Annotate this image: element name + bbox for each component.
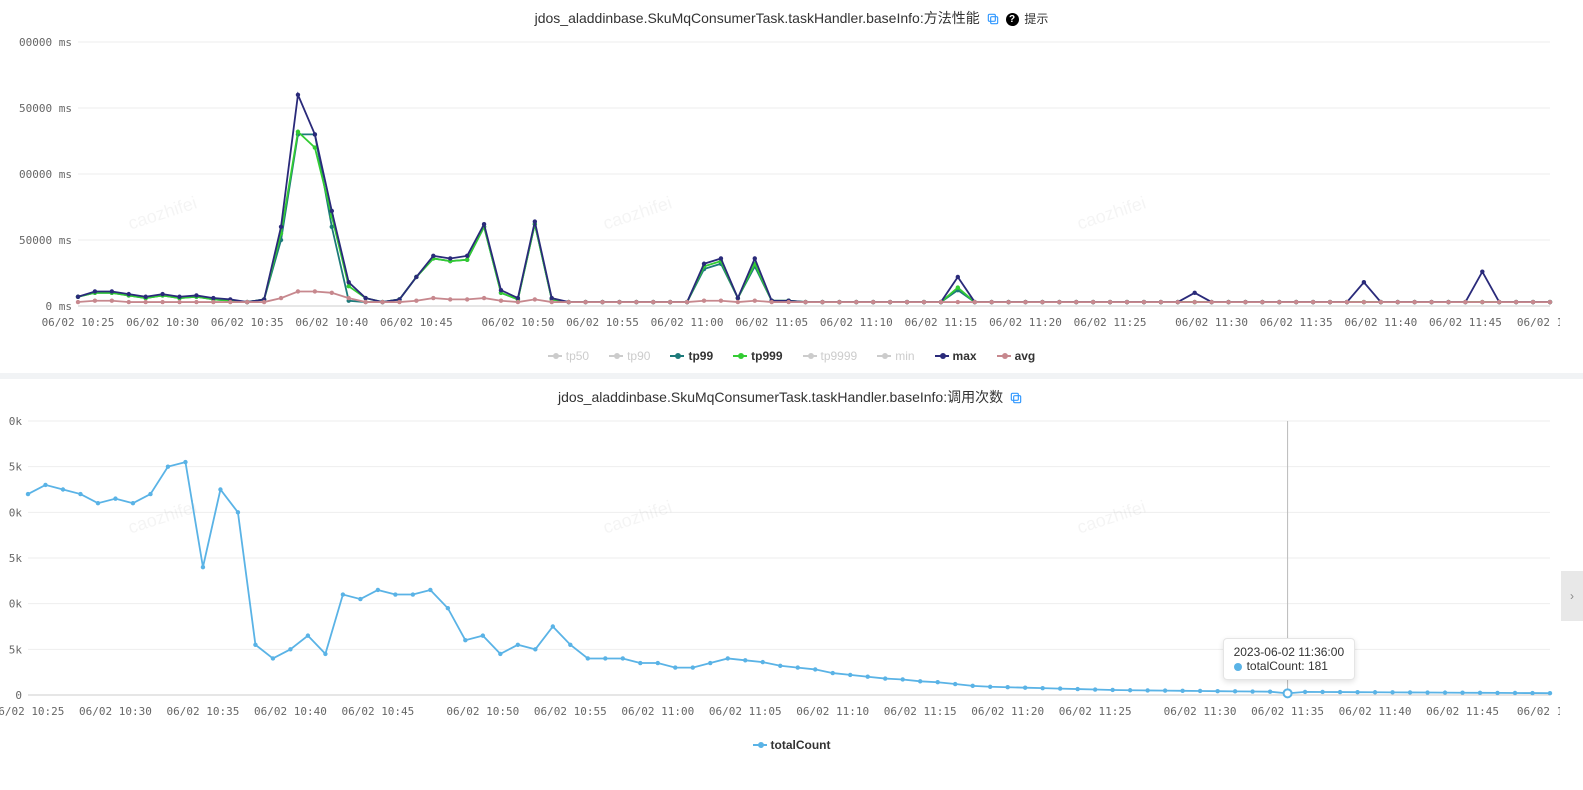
- tooltip-series: totalCount: [1247, 659, 1302, 673]
- svg-text:06/02 10:45: 06/02 10:45: [341, 705, 414, 718]
- svg-text:06/02 10:25: 06/02 10:25: [42, 316, 115, 329]
- tooltip-value-row: totalCount: 181: [1234, 659, 1345, 673]
- legend-label: avg: [1015, 349, 1036, 363]
- legend-label: tp50: [566, 349, 589, 363]
- svg-text:00000 ms: 00000 ms: [19, 168, 72, 181]
- legend-label: max: [953, 349, 977, 363]
- svg-text:06/02 11:10: 06/02 11:10: [820, 316, 893, 329]
- svg-text:06/02 10:55: 06/02 10:55: [534, 705, 607, 718]
- svg-text:06/02 11:25: 06/02 11:25: [1059, 705, 1132, 718]
- svg-text:06/02 11:30: 06/02 11:30: [1164, 705, 1237, 718]
- chart2-panel: jdos_aladdinbase.SkuMqConsumerTask.taskH…: [0, 379, 1583, 762]
- legend-swatch: [753, 744, 767, 746]
- svg-text:06/02 11:15: 06/02 11:15: [884, 705, 957, 718]
- legend-item-tp50[interactable]: tp50: [548, 349, 589, 363]
- tooltip-dot: [1234, 663, 1242, 671]
- legend-label: tp999: [751, 349, 782, 363]
- copy-icon[interactable]: [986, 12, 1000, 26]
- svg-text:06/02 11:30: 06/02 11:30: [1175, 316, 1248, 329]
- svg-text:0 ms: 0 ms: [46, 300, 73, 313]
- legend-item-min[interactable]: min: [877, 349, 914, 363]
- svg-text:50000 ms: 50000 ms: [19, 234, 72, 247]
- legend-swatch: [609, 355, 623, 357]
- legend-item-tp99[interactable]: tp99: [670, 349, 713, 363]
- svg-text:5k: 5k: [9, 461, 23, 474]
- chart2-svg: 0 5k 0k 5k 0k 5k 0k 06/02 10:25 06/02 10:30 06/02…: [0, 411, 1560, 731]
- svg-text:06/02 11:40: 06/02 11:40: [1339, 705, 1412, 718]
- legend-item-tp90[interactable]: tp90: [609, 349, 650, 363]
- legend-swatch: [935, 355, 949, 357]
- svg-text:5k: 5k: [9, 552, 23, 565]
- chart1-title: jdos_aladdinbase.SkuMqConsumerTask.taskH…: [535, 10, 980, 26]
- svg-text:06/02 11:10: 06/02 11:10: [796, 705, 869, 718]
- help-icon[interactable]: ?: [1006, 13, 1019, 26]
- svg-text:06/02 11:15: 06/02 11:15: [904, 316, 977, 329]
- legend-item-tp9999[interactable]: tp9999: [803, 349, 858, 363]
- chart1-legend: tp50 tp90 tp99 tp999 tp9999 min max avg: [0, 342, 1583, 373]
- svg-text:06/02 10:50: 06/02 10:50: [446, 705, 519, 718]
- svg-text:06/02 11:05: 06/02 11:05: [709, 705, 782, 718]
- svg-text:06/02 10:25: 06/02 10:25: [0, 705, 64, 718]
- svg-text:06/02 10:45: 06/02 10:45: [380, 316, 453, 329]
- legend-label: tp90: [627, 349, 650, 363]
- svg-text:06/02 10:30: 06/02 10:30: [126, 316, 199, 329]
- svg-text:06/02 11:20: 06/02 11:20: [989, 316, 1062, 329]
- svg-text:50000 ms: 50000 ms: [19, 102, 72, 115]
- svg-text:06/02 11:35: 06/02 11:35: [1260, 316, 1333, 329]
- svg-text:0: 0: [15, 689, 22, 702]
- svg-text:06/02 11:00: 06/02 11:00: [651, 316, 724, 329]
- svg-text:06/02 11:45: 06/02 11:45: [1429, 316, 1502, 329]
- svg-text:06/02 10:40: 06/02 10:40: [254, 705, 327, 718]
- chart2-tooltip: 2023-06-02 11:36:00 totalCount: 181: [1223, 638, 1356, 680]
- legend-item-max[interactable]: max: [935, 349, 977, 363]
- svg-text:00000 ms: 00000 ms: [19, 36, 72, 49]
- svg-text:0k: 0k: [9, 506, 23, 519]
- legend-swatch: [548, 355, 562, 357]
- svg-text:06/02 10:35: 06/02 10:35: [211, 316, 284, 329]
- svg-text:06/02 10:50: 06/02 10:50: [481, 316, 554, 329]
- svg-text:06/02 10:55: 06/02 10:55: [566, 316, 639, 329]
- svg-text:06/02 11:35: 06/02 11:35: [1251, 705, 1324, 718]
- legend-label: tp99: [688, 349, 713, 363]
- svg-text:06/02 11:00: 06/02 11:00: [621, 705, 694, 718]
- chart1-area: 0 ms 50000 ms 00000 ms 50000 ms 00000 ms 06/0…: [0, 32, 1583, 342]
- svg-text:06/02 11:20: 06/02 11:20: [971, 705, 1044, 718]
- chart1-title-row: jdos_aladdinbase.SkuMqConsumerTask.taskH…: [0, 0, 1583, 32]
- chart2-legend: totalCount: [0, 731, 1583, 762]
- legend-swatch: [733, 355, 747, 357]
- svg-text:06/02 11:40: 06/02 11:40: [1344, 316, 1417, 329]
- tooltip-time: 2023-06-02 11:36:00: [1234, 645, 1345, 659]
- svg-text:06/02 11:45: 06/02 11:45: [1426, 705, 1499, 718]
- chart2-area: 0 5k 0k 5k 0k 5k 0k 06/02 10:25 06/02 10:30 06/02…: [0, 411, 1583, 731]
- legend-swatch: [997, 355, 1011, 357]
- next-arrow-button[interactable]: ›: [1561, 571, 1583, 621]
- svg-text:06/02 11:25: 06/02 11:25: [1074, 316, 1147, 329]
- svg-text:06/02 1...: 06/02 1...: [1517, 316, 1560, 329]
- chart2-title-row: jdos_aladdinbase.SkuMqConsumerTask.taskH…: [0, 379, 1583, 411]
- chart2-title: jdos_aladdinbase.SkuMqConsumerTask.taskH…: [558, 389, 1003, 405]
- svg-text:5k: 5k: [9, 643, 23, 656]
- legend-item-avg[interactable]: avg: [997, 349, 1036, 363]
- svg-text:06/02 1...: 06/02 1...: [1517, 705, 1560, 718]
- hint-label: 提示: [1024, 12, 1048, 26]
- legend-label: totalCount: [771, 738, 831, 752]
- svg-text:06/02 10:35: 06/02 10:35: [167, 705, 240, 718]
- svg-text:06/02 11:05: 06/02 11:05: [735, 316, 808, 329]
- chart1-svg: 0 ms 50000 ms 00000 ms 50000 ms 00000 ms 06/0…: [0, 32, 1560, 342]
- svg-text:0k: 0k: [9, 415, 23, 428]
- chevron-right-icon: ›: [1570, 589, 1574, 603]
- legend-swatch: [670, 355, 684, 357]
- copy-icon[interactable]: [1009, 391, 1023, 405]
- legend-label: min: [895, 349, 914, 363]
- chart1-panel: jdos_aladdinbase.SkuMqConsumerTask.taskH…: [0, 0, 1583, 373]
- svg-text:0k: 0k: [9, 598, 23, 611]
- legend-swatch: [877, 355, 891, 357]
- legend-label: tp9999: [821, 349, 858, 363]
- tooltip-value: 181: [1308, 659, 1328, 673]
- legend-item-totalCount[interactable]: totalCount: [753, 738, 831, 752]
- svg-text:06/02 10:30: 06/02 10:30: [79, 705, 152, 718]
- legend-swatch: [803, 355, 817, 357]
- svg-text:06/02 10:40: 06/02 10:40: [295, 316, 368, 329]
- legend-item-tp999[interactable]: tp999: [733, 349, 782, 363]
